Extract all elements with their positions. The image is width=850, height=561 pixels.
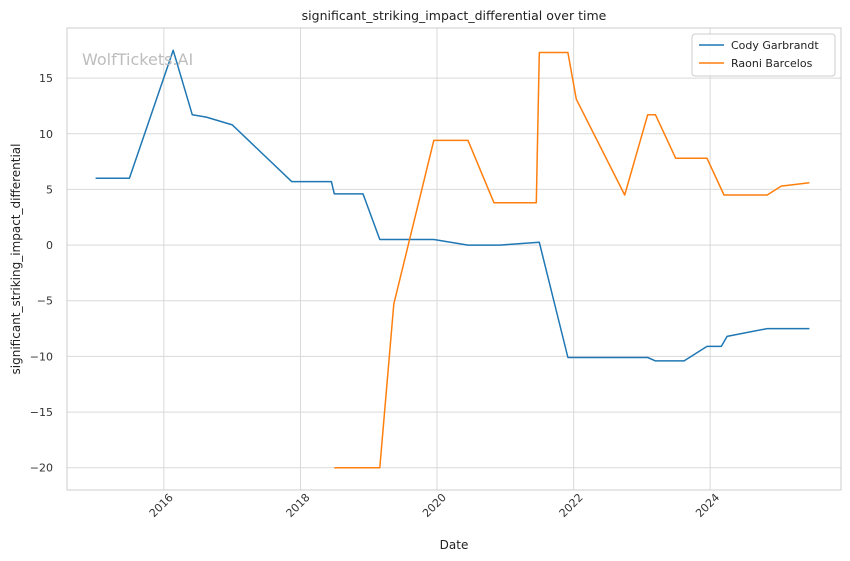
x-tick-label: 2016 [147,491,176,520]
series-lines [95,49,810,469]
y-tick-label: 15 [39,72,53,85]
chart-title: significant_striking_impact_differential… [302,8,607,23]
y-tick-labels: 15 10 5 0 −5 −10 −15 −20 [30,72,53,475]
legend-box [691,33,836,77]
series-line-raoni-barcelos [334,51,810,469]
x-axis-title: Date [440,538,469,552]
watermark: WolfTickets.AI [82,50,193,69]
y-axis-title: significant_striking_impact_differential [9,144,23,375]
x-tick-label: 2024 [693,491,722,520]
plot-frame [66,27,842,491]
x-tick-labels: 2016 2018 2020 2022 2024 [147,491,722,520]
y-tick-label: −15 [30,406,53,419]
x-tick-label: 2020 [420,491,449,520]
y-tick-label: 0 [46,239,53,252]
legend-label-raoni-barcelos: Raoni Barcelos [731,57,813,70]
legend-label-cody-garbrandt: Cody Garbrandt [731,39,819,52]
x-tick-label: 2022 [557,491,586,520]
x-tick-label: 2018 [284,491,313,520]
y-tick-label: −20 [30,462,53,475]
y-tick-label: 5 [46,183,53,196]
series-line-cody-garbrandt [95,49,810,362]
grid [67,28,841,490]
y-tick-label: −5 [37,295,53,308]
y-tick-label: 10 [39,128,53,141]
legend: Cody Garbrandt Raoni Barcelos [691,33,836,77]
y-tick-label: −10 [30,350,53,363]
